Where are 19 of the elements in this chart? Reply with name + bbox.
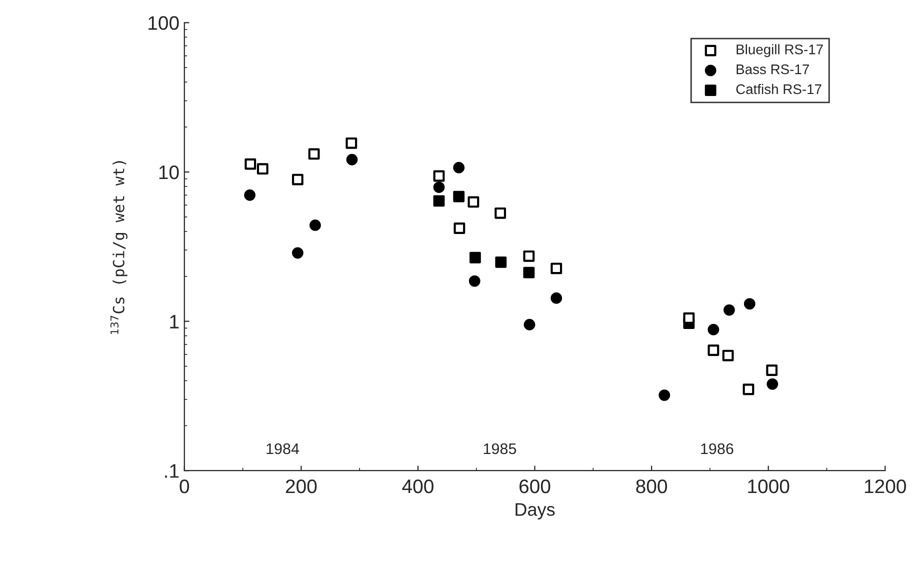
y-tick-label: 100	[148, 16, 179, 30]
x-tick-label: 400	[402, 479, 434, 494]
legend-label: Catfish RS-17	[736, 84, 822, 94]
y-tick-label: 10	[159, 165, 179, 180]
x-tick-label: 800	[636, 479, 668, 494]
annotation: 1985	[484, 443, 516, 454]
y-tick-label: 1	[170, 314, 179, 328]
y-axis-title: $^{137}$Cs (pCi/g wet wt)	[110, 161, 128, 334]
x-tick-label: 1200	[864, 479, 906, 494]
x-axis-title: Days	[516, 503, 555, 520]
legend-label: Bass RS-17	[736, 64, 809, 74]
x-tick-label: 600	[520, 479, 550, 494]
y-tick-label: .1	[165, 464, 179, 478]
legend-label: Bluegill RS-17	[736, 44, 823, 58]
annotation: 1984	[266, 443, 300, 454]
annotation: 1986	[701, 443, 734, 454]
x-tick-label: 0	[180, 479, 190, 494]
x-tick-label: 200	[286, 479, 317, 494]
x-tick-label: 1000	[748, 479, 790, 494]
